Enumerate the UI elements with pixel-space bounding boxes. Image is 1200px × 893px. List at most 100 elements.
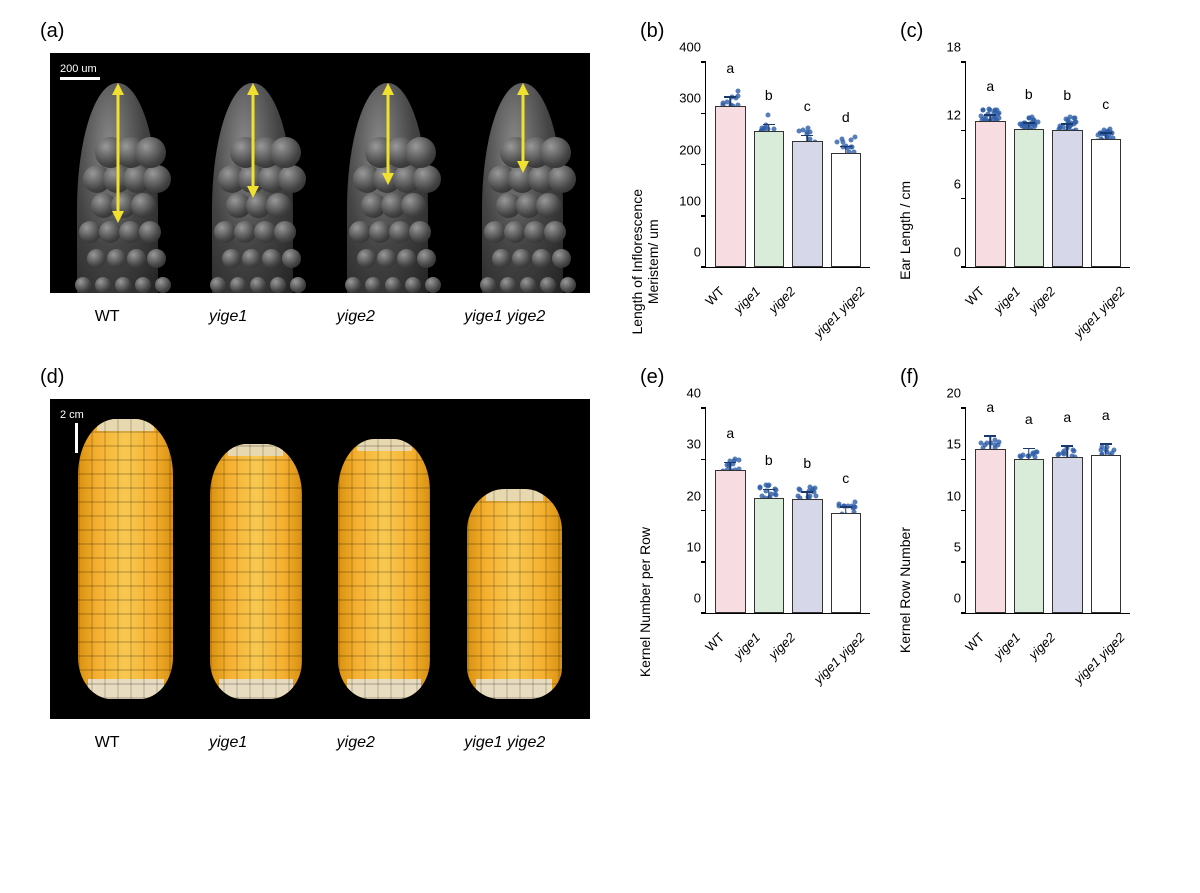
significance-letter: b bbox=[1025, 86, 1033, 102]
data-point bbox=[981, 107, 986, 112]
ytick-label: 18 bbox=[926, 40, 961, 55]
meristem-1 bbox=[195, 63, 310, 293]
data-point bbox=[814, 493, 819, 498]
bar-rect bbox=[975, 449, 1006, 613]
bar-yige1 yige2: c bbox=[831, 409, 862, 613]
significance-letter: c bbox=[1102, 96, 1109, 112]
xlabels: WTyige1yige2yige1 yige2 bbox=[705, 273, 870, 293]
data-point bbox=[836, 501, 841, 506]
charts-bottom: (e) Kernel Number per Row010203040abbcWT… bbox=[640, 366, 1160, 752]
bar-yige2: c bbox=[792, 63, 823, 267]
xlabel: yige2 bbox=[765, 284, 801, 320]
bar-rect bbox=[1052, 457, 1083, 613]
ylabel: Length of InflorescenceMeristem/ um bbox=[629, 189, 661, 335]
data-point bbox=[1073, 116, 1078, 121]
meristem-arrow-icon bbox=[243, 83, 263, 198]
data-point bbox=[736, 457, 741, 462]
data-point bbox=[805, 129, 810, 134]
genotype-label: yige2 bbox=[337, 308, 375, 326]
data-point bbox=[1033, 124, 1038, 129]
data-point bbox=[1065, 117, 1070, 122]
significance-letter: a bbox=[726, 60, 734, 76]
charts-top: (b) Length of InflorescenceMeristem/ um0… bbox=[640, 20, 1160, 326]
meristem-3 bbox=[465, 63, 580, 293]
panel-d: (d) 2 cm WTyige1yige2yige1 yige2 bbox=[40, 366, 600, 752]
bars-group: a b b c bbox=[971, 63, 1125, 267]
ytick-label: 10 bbox=[666, 539, 701, 554]
ears-xlabels: WTyige1yige2yige1 yige2 bbox=[50, 734, 590, 752]
data-point bbox=[1020, 453, 1025, 458]
panel-b: (b) Length of InflorescenceMeristem/ um0… bbox=[640, 20, 880, 326]
bar-WT: a bbox=[715, 63, 746, 267]
data-point bbox=[848, 138, 853, 143]
bar-rect bbox=[831, 153, 862, 267]
significance-letter: b bbox=[803, 455, 811, 471]
bar-WT: a bbox=[975, 63, 1006, 267]
significance-letter: a bbox=[1063, 409, 1071, 425]
data-point bbox=[763, 483, 768, 488]
bar-rect bbox=[1091, 455, 1122, 613]
ytick-label: 400 bbox=[666, 40, 701, 55]
ytick-label: 20 bbox=[926, 386, 961, 401]
data-point bbox=[757, 484, 762, 489]
xlabels: WTyige1yige2yige1 yige2 bbox=[965, 273, 1130, 293]
bar-yige1: a bbox=[1014, 409, 1045, 613]
genotype-label: yige1 yige2 bbox=[464, 734, 545, 752]
ytick-label: 0 bbox=[926, 591, 961, 606]
bar-yige1 yige2: c bbox=[1091, 63, 1122, 267]
sem-micrograph: 200 um bbox=[50, 53, 590, 293]
xlabel: yige2 bbox=[765, 630, 801, 666]
plot-area: 010203040abbc bbox=[705, 409, 870, 614]
genotype-label: yige1 yige2 bbox=[464, 308, 545, 326]
row-top: (a) 200 um WTyige1yige2yige1 yige2 (b) L… bbox=[40, 20, 1160, 326]
bar-yige2: a bbox=[1052, 409, 1083, 613]
xlabel: yige1 yige2 bbox=[1071, 630, 1132, 691]
significance-letter: a bbox=[726, 425, 734, 441]
plot-area: 0100200300400abcd bbox=[705, 63, 870, 268]
bar-rect bbox=[754, 498, 785, 613]
panel-e: (e) Kernel Number per Row010203040abbcWT… bbox=[640, 366, 880, 752]
xlabel: yige1 bbox=[730, 284, 766, 320]
ytick-label: 6 bbox=[926, 176, 961, 191]
genotype-label: yige1 bbox=[209, 734, 247, 752]
ytick-label: 0 bbox=[926, 245, 961, 260]
significance-letter: b bbox=[765, 87, 773, 103]
bar-WT: a bbox=[715, 409, 746, 613]
xlabels: WTyige1yige2yige1 yige2 bbox=[965, 619, 1130, 639]
bar-rect bbox=[754, 131, 785, 267]
genotype-label: WT bbox=[95, 308, 120, 326]
significance-letter: a bbox=[1102, 407, 1110, 423]
data-point bbox=[986, 106, 991, 111]
bars-group: aaaa bbox=[971, 409, 1125, 613]
genotype-label: WT bbox=[95, 734, 120, 752]
ytick-label: 5 bbox=[926, 539, 961, 554]
bars-group: abbc bbox=[711, 409, 865, 613]
panel-a-label: (a) bbox=[40, 20, 600, 43]
ytick-label: 20 bbox=[666, 488, 701, 503]
genotype-label: yige1 bbox=[209, 308, 247, 326]
data-point bbox=[839, 136, 844, 141]
meristem-arrow-icon bbox=[378, 83, 398, 185]
meristem-2 bbox=[330, 63, 445, 293]
xlabel: yige2 bbox=[1025, 630, 1061, 666]
significance-letter: a bbox=[986, 78, 994, 94]
xlabel: WT bbox=[962, 630, 990, 658]
panel-c: (c) Ear Length / cm061218abbcWTyige1yige… bbox=[900, 20, 1140, 326]
ytick-label: 12 bbox=[926, 108, 961, 123]
bar-rect bbox=[715, 470, 746, 614]
maize-ear-1 bbox=[210, 444, 302, 699]
maize-ear-0 bbox=[78, 419, 173, 699]
bar-yige2: b bbox=[1052, 63, 1083, 267]
bar-rect bbox=[1091, 139, 1122, 267]
bar-yige2: b bbox=[792, 409, 823, 613]
ytick-label: 30 bbox=[666, 437, 701, 452]
xlabels: WTyige1yige2yige1 yige2 bbox=[705, 619, 870, 639]
significance-letter: c bbox=[842, 470, 849, 486]
ytick-label: 10 bbox=[926, 488, 961, 503]
significance-letter: c bbox=[804, 98, 811, 114]
bar-WT: a bbox=[975, 409, 1006, 613]
bars-group: abcd bbox=[711, 63, 865, 267]
bar-rect bbox=[792, 141, 823, 267]
xlabel: WT bbox=[962, 284, 990, 312]
bar-rect bbox=[792, 499, 823, 613]
